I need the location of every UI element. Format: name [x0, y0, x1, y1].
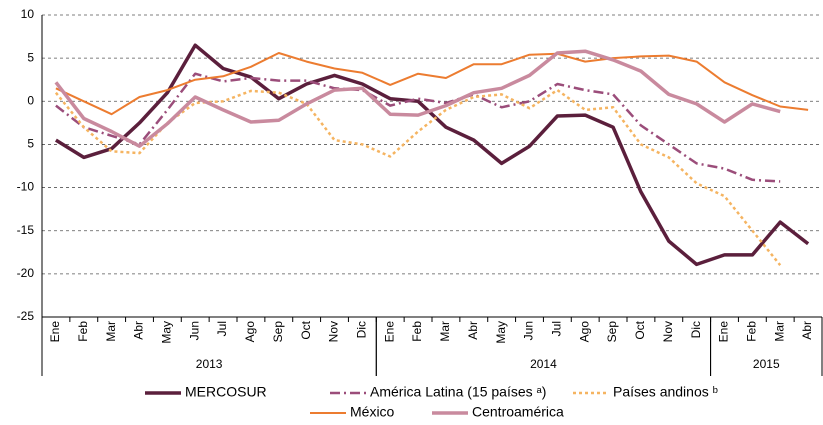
- year-label: 2013: [196, 357, 223, 371]
- legend-label: América Latina (15 países ᵃ): [370, 384, 546, 400]
- year-label: 2014: [530, 357, 557, 371]
- series-line: [54, 49, 781, 148]
- series-line: [55, 52, 809, 116]
- x-tick-label: Jun: [187, 321, 201, 340]
- x-tick-label: Ene: [717, 321, 731, 343]
- x-tick-label: Oct: [633, 320, 647, 339]
- x-tick-label: Jul: [550, 321, 564, 336]
- y-tick-label: 10: [21, 7, 35, 21]
- y-tick-label: 0: [27, 93, 34, 107]
- legend-label: Centroamérica: [472, 404, 564, 420]
- x-tick-label: Feb: [410, 321, 424, 342]
- x-tick-label: Abr: [132, 321, 146, 340]
- y-tick-label: -10: [17, 180, 35, 194]
- legend-label: MERCOSUR: [185, 384, 267, 400]
- x-tick-label: May: [160, 321, 174, 344]
- x-tick-label: Ago: [577, 321, 591, 343]
- x-tick-label: Ene: [48, 321, 62, 343]
- x-tick-label: Ago: [243, 321, 257, 343]
- x-tick-label: Sep: [271, 321, 285, 343]
- y-tick-label: 5: [27, 137, 34, 151]
- x-tick-label: Nov: [661, 321, 675, 342]
- legend-label: México: [350, 404, 395, 420]
- y-tick-label: -15: [17, 223, 35, 237]
- x-tick-label: May: [494, 321, 508, 344]
- y-tick-label: -20: [17, 266, 35, 280]
- x-tick-label: Jun: [522, 321, 536, 340]
- series-line: [54, 88, 782, 266]
- x-tick-label: Abr: [466, 321, 480, 340]
- x-tick-label: Ene: [382, 321, 396, 343]
- x-tick-label: Mar: [438, 321, 452, 342]
- x-tick-label: Oct: [299, 320, 313, 339]
- x-tick-label: Nov: [327, 321, 341, 342]
- year-label: 2015: [753, 357, 780, 371]
- x-tick-label: Abr: [800, 321, 814, 340]
- x-tick-label: Sep: [605, 321, 619, 343]
- x-tick-label: Feb: [745, 321, 759, 342]
- y-tick-label: -25: [17, 309, 35, 323]
- x-tick-label: Dic: [689, 321, 703, 338]
- x-tick-label: Feb: [76, 321, 90, 342]
- y-tick-label: 5: [27, 50, 34, 64]
- x-tick-label: Dic: [355, 321, 369, 338]
- x-tick-label: Mar: [772, 321, 786, 342]
- series-line: [54, 43, 810, 267]
- x-tick-label: Mar: [104, 321, 118, 342]
- series-line: [55, 72, 781, 183]
- legend-label: Países andinos ᵇ: [613, 384, 718, 400]
- x-tick-label: Jul: [215, 321, 229, 336]
